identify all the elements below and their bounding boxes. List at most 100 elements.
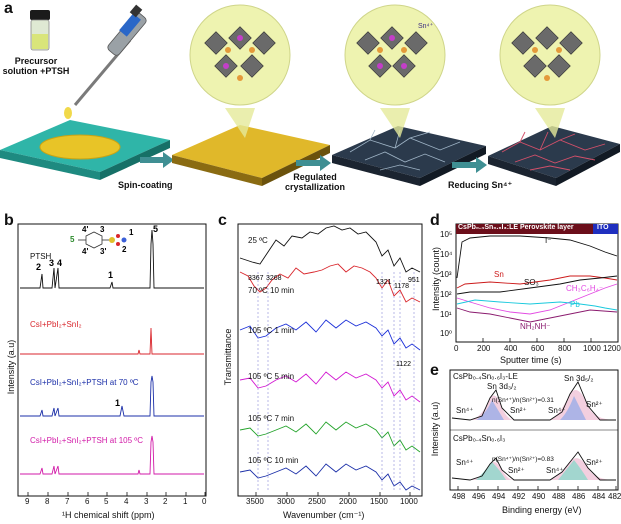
xps-top-sn4-left: Sn⁴⁺ <box>456 406 474 415</box>
xtick: 492 <box>512 492 526 501</box>
xtick: 484 <box>592 492 606 501</box>
xtick: 9 <box>25 497 30 506</box>
xtick: 800 <box>558 344 572 353</box>
band-1321: 1321 <box>376 279 392 286</box>
xtick: 498 <box>452 492 466 501</box>
pipette-icon <box>61 4 147 136</box>
xtick: 2 <box>163 497 168 506</box>
xtick: 3000 <box>277 497 295 506</box>
species-ch3c6h4: CH₃C₆H₄⁻ <box>566 284 604 293</box>
xtick: 3 <box>144 497 149 506</box>
arrow-icon <box>296 155 331 171</box>
xtick: 8 <box>45 497 50 506</box>
xps-top-left-peak: Sn 3d₃/₂ <box>487 382 517 391</box>
xtick: 0 <box>202 497 207 506</box>
struct-label-3p: 3' <box>100 247 106 256</box>
xtick: 2000 <box>339 497 357 506</box>
struct-label-3: 3 <box>100 225 105 234</box>
panel-b-nmr-plot: 2 3 4 1 5 1 4' 3 3' 5 1 2 4' 3' <box>17 223 207 497</box>
panel-d-tofsims-plot <box>455 223 619 343</box>
xtick: 1200 <box>603 344 621 353</box>
trace-label-105c: CsI+PbI₂+SnI₂+PTSH at 105 ºC <box>30 436 143 445</box>
ytick: 10⁰ <box>440 329 453 338</box>
trace-label-105c-1min: 105 ºC 1 min <box>248 326 295 335</box>
ytick: 10⁵ <box>440 230 453 239</box>
panel-a-label: a <box>4 0 13 17</box>
panel-d-xlabel: Sputter time (s) <box>500 355 562 365</box>
struct-label-5: 5 <box>70 235 75 244</box>
xtick: 200 <box>477 344 491 353</box>
trace-label-70c: CsI+PbI₂+SnI₂+PTSH at 70 ºC <box>30 378 139 387</box>
xps-bottom-title: CsPb₀.₄Sn₀.₆I₃ <box>453 434 506 443</box>
xps-bottom-ratio: n(Sn⁴⁺)/n(Sn²⁺)=0.83 <box>492 456 554 463</box>
ytick: 10⁴ <box>440 250 453 259</box>
panel-e-label: e <box>430 362 439 379</box>
xtick: 2500 <box>308 497 326 506</box>
band-951: 951 <box>408 277 420 284</box>
band-1122: 1122 <box>396 361 411 368</box>
xps-top-ratio: n(Sn⁴⁺)/n(Sn²⁺)=0.31 <box>492 397 554 404</box>
struct-label-2: 2 <box>122 245 127 254</box>
panel-b-xlabel: ¹H chemical shift (ppm) <box>62 510 155 520</box>
panel-c-ylabel: Transmittance <box>223 328 233 386</box>
xtick: 1 <box>183 497 188 506</box>
band-3367: 3367 <box>248 275 264 282</box>
struct-label-4pp: 4' <box>82 247 88 256</box>
xps-bottom-sn2-right: Sn²⁺ <box>586 458 603 467</box>
ptsh-trace-label: PTSH <box>30 252 52 261</box>
band-1178: 1178 <box>394 283 409 290</box>
vial-icon <box>30 10 50 51</box>
xtick: 5 <box>104 497 109 506</box>
xtick: 6 <box>85 497 90 506</box>
panel-d-header-right: ITO <box>597 224 609 231</box>
xps-bottom-sn2-left: Sn²⁺ <box>508 466 525 475</box>
xtick: 482 <box>608 492 621 501</box>
xps-top-title: CsPb₀.₄Sn₀.₆I₃-LE <box>453 372 518 381</box>
ytick: 10¹ <box>440 310 452 319</box>
xtick: 490 <box>532 492 546 501</box>
panel-e-xps-plot <box>449 369 619 491</box>
xtick: 1500 <box>370 497 388 506</box>
arrow-icon <box>140 152 174 168</box>
peak-label-1: 1 <box>108 270 113 280</box>
trace-label-105c-5min: 105 ºC 5 min <box>248 372 295 381</box>
panel-b-label: b <box>4 212 14 229</box>
xtick: 1000 <box>583 344 601 353</box>
struct-label-1: 1 <box>129 228 134 237</box>
panel-c-ftir-plot: 3367 3268 1321 1178 951 1122 <box>237 223 423 497</box>
panel-d-label: d <box>430 212 440 229</box>
xtick: 3500 <box>246 497 264 506</box>
panel-c-label: c <box>218 212 227 229</box>
trace-label-105c-10min: 105 ºC 10 min <box>248 456 299 465</box>
xtick: 496 <box>472 492 486 501</box>
peak-label-3: 3 <box>49 258 54 268</box>
panel-e-xlabel: Binding energy (eV) <box>502 505 582 515</box>
struct-label-4p: 4' <box>82 225 88 234</box>
xtick: 7 <box>65 497 70 506</box>
peak-label-1b: 1 <box>115 398 120 408</box>
band-3268: 3268 <box>266 275 282 282</box>
trace-label-70c-10min: 70 ºC 10 min <box>248 286 295 295</box>
xtick: 486 <box>572 492 586 501</box>
xps-bottom-sn4-right: Sn⁴⁺ <box>546 466 564 475</box>
ytick: 10³ <box>440 270 452 279</box>
species-so3: SO₃ <box>524 278 539 287</box>
peak-label-5: 5 <box>153 224 158 234</box>
xtick: 0 <box>454 344 459 353</box>
xps-top-sn2-right: Sn²⁺ <box>586 400 603 409</box>
xps-bottom-sn4-left: Sn⁴⁺ <box>456 458 474 467</box>
xtick: 400 <box>504 344 518 353</box>
peak-label-4: 4 <box>57 258 62 268</box>
species-pb: Pb <box>570 300 580 309</box>
precursor-label: Precursor solution +PTSH <box>2 56 70 76</box>
trace-label-csi-pbi2-sni2: CsI+PbI₂+SnI₂ <box>30 320 82 329</box>
panel-e-ylabel: Intensity (a.u) <box>430 401 440 457</box>
peak-label-2: 2 <box>36 262 41 272</box>
panel-a-schematic: Sn⁴⁺ <box>0 4 620 186</box>
panel-d-header-left: CsPb₀.₄Sn₀.₆I₃:LE Perovskite layer <box>458 224 574 231</box>
species-nh2nh: NH₂NH⁻ <box>520 322 551 331</box>
xps-top-sn4-right: Sn⁴⁺ <box>548 406 566 415</box>
xps-top-right-peak: Sn 3d₅/₂ <box>564 374 594 383</box>
panel-c-xlabel: Wavenumber (cm⁻¹) <box>283 510 365 520</box>
xps-top-sn2-left: Sn²⁺ <box>510 406 527 415</box>
